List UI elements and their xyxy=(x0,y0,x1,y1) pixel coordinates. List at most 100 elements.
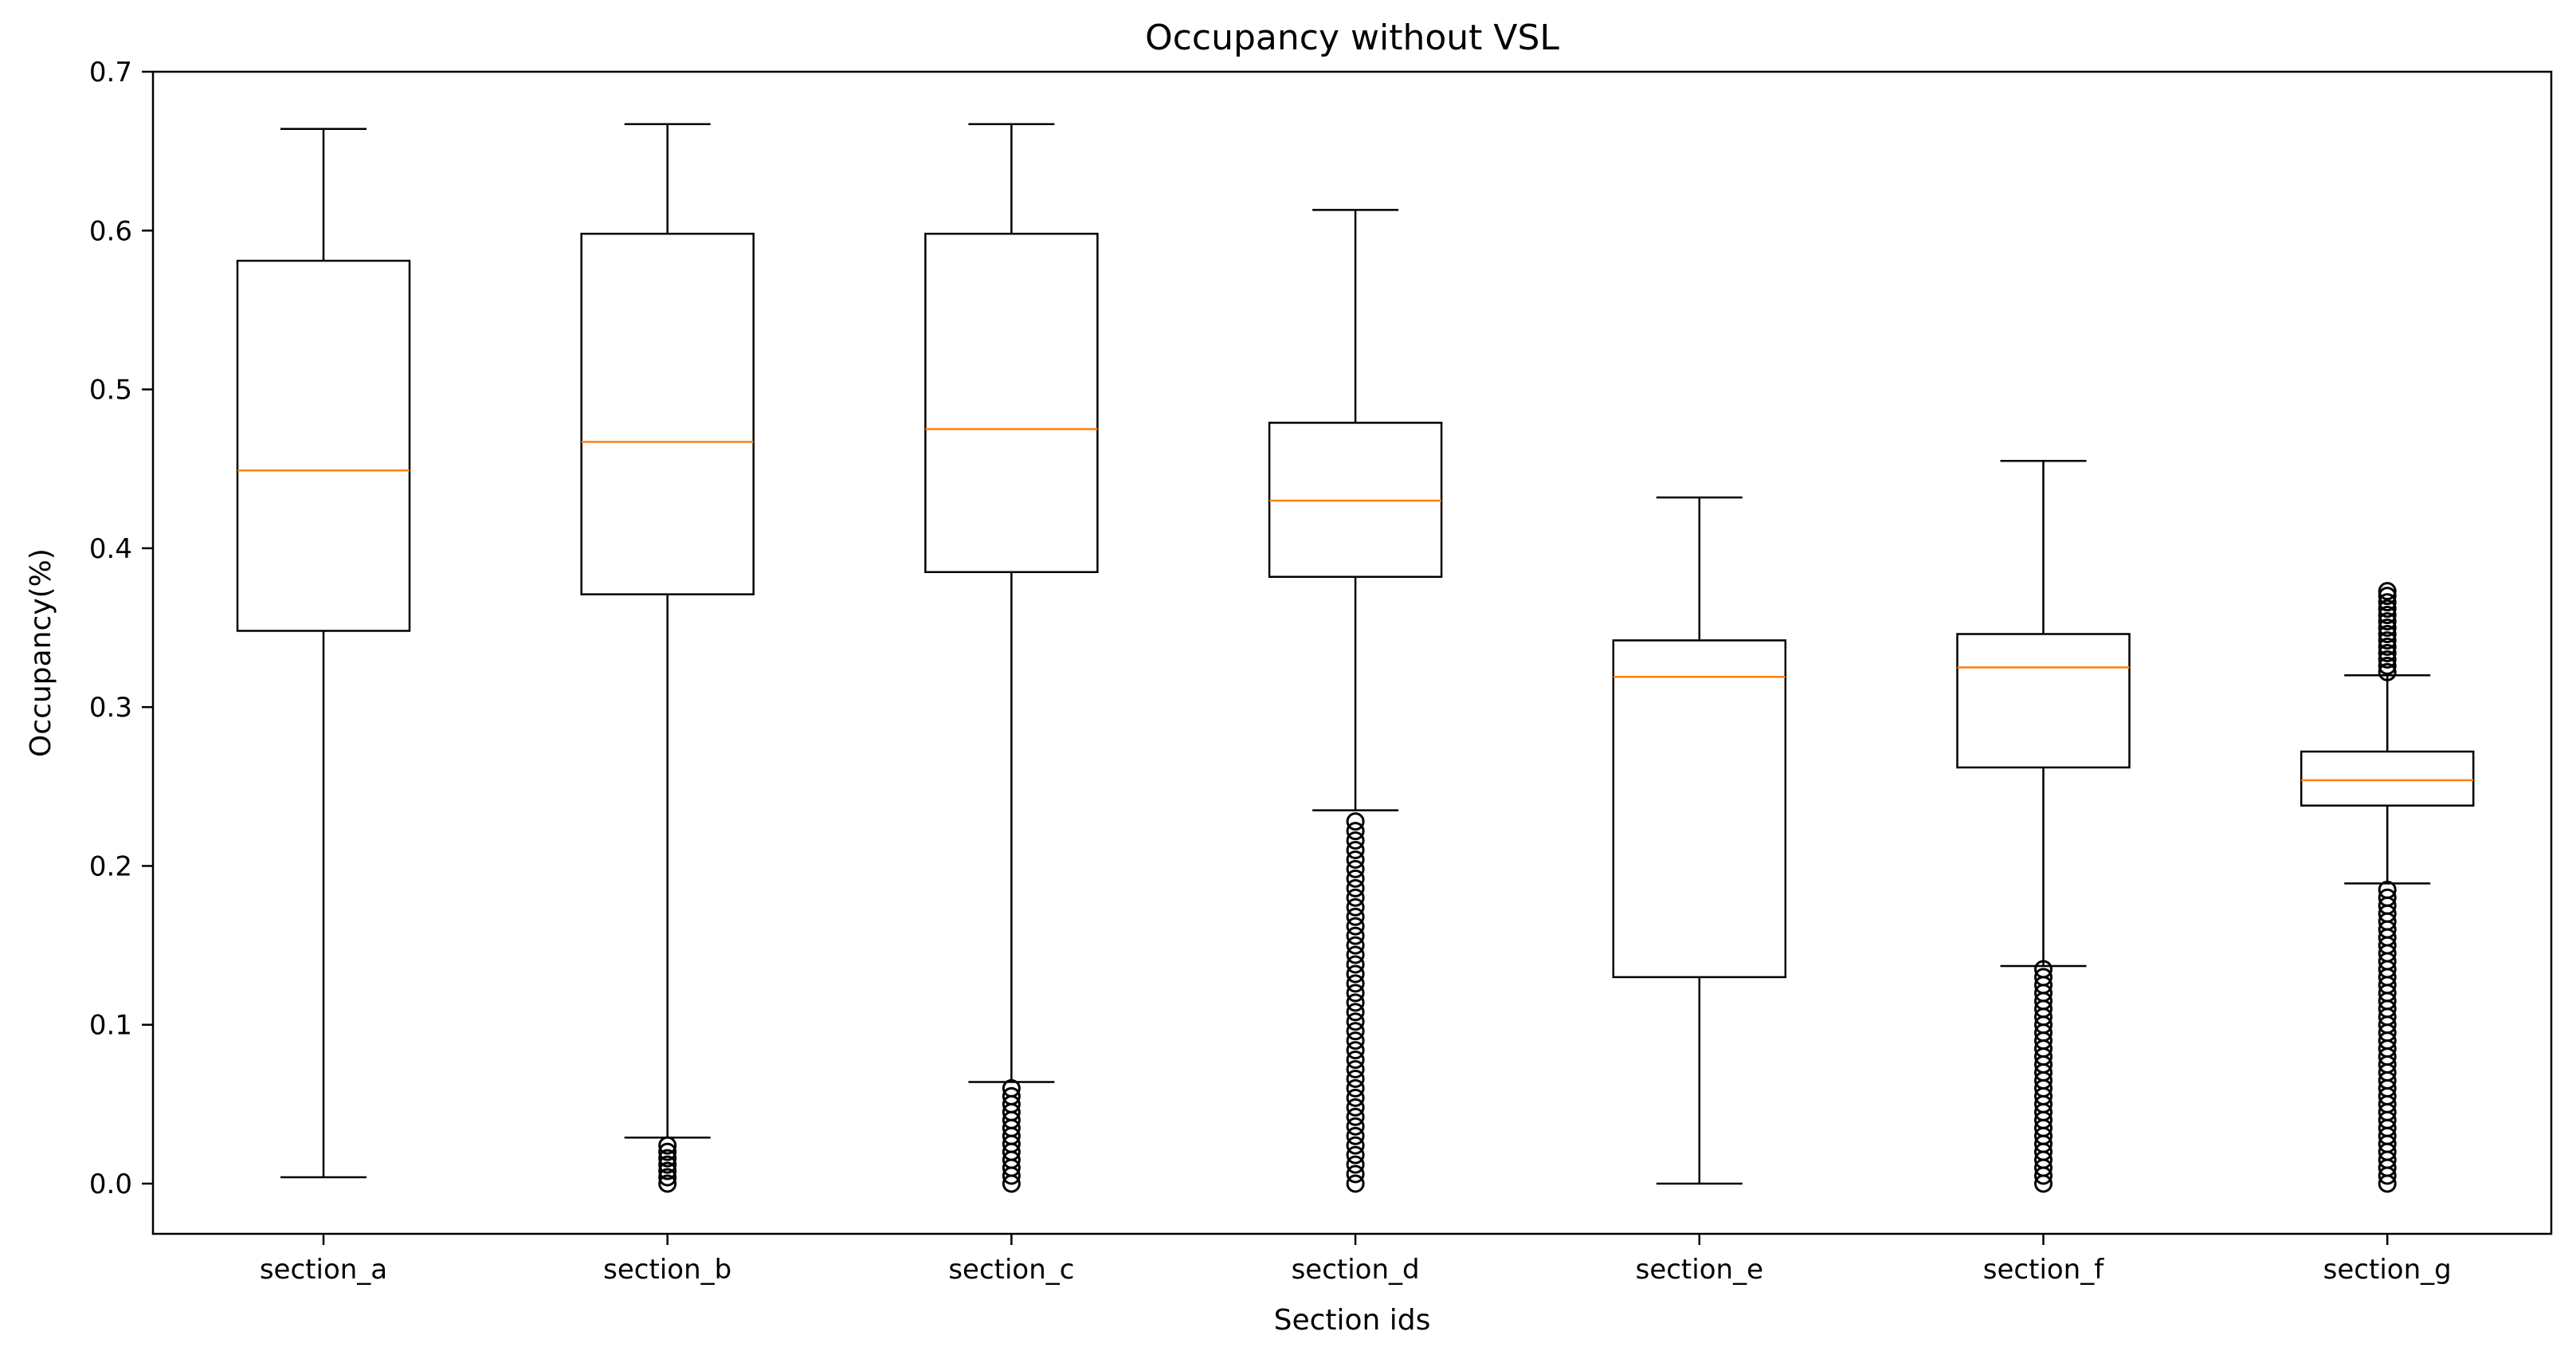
x-tick-label: section_d xyxy=(1292,1254,1420,1286)
y-axis-label: Occupancy(%) xyxy=(25,548,57,757)
outlier-point xyxy=(2378,880,2397,899)
box-group-section_d xyxy=(1268,209,1443,1193)
outlier-point xyxy=(2378,637,2397,656)
outlier-point xyxy=(1346,1069,1365,1088)
outlier-point xyxy=(2378,619,2397,637)
iqr-box xyxy=(924,233,1099,573)
outlier-point xyxy=(658,1161,677,1180)
box-group-section_b xyxy=(580,123,755,1193)
outlier-point xyxy=(1002,1078,1021,1098)
x-axis: section_a section_b section_c section_d sect… xyxy=(260,1234,2452,1286)
outlier-point xyxy=(2378,606,2397,625)
outlier-point xyxy=(1346,984,1365,1003)
box-group-section_f xyxy=(1956,460,2131,1193)
plot-area xyxy=(236,123,2475,1193)
outlier-point xyxy=(1346,907,1365,926)
outlier-point xyxy=(1346,1022,1365,1041)
outlier-point xyxy=(1346,831,1365,850)
outlier-point xyxy=(2378,624,2397,643)
y-tick-label: 0.4 xyxy=(89,533,132,565)
outlier-point xyxy=(658,1149,677,1168)
outlier-point xyxy=(1346,1126,1365,1145)
outlier-point xyxy=(1346,1098,1365,1117)
outlier-point xyxy=(1346,1174,1365,1193)
outlier-point xyxy=(1346,1031,1365,1051)
outlier-point xyxy=(1346,1012,1365,1031)
outlier-point xyxy=(1346,1078,1365,1098)
outlier-point xyxy=(1346,859,1365,878)
outlier-point xyxy=(1346,897,1365,917)
y-tick-label: 0.7 xyxy=(89,57,132,88)
outlier-point xyxy=(2034,960,2053,979)
outlier-point xyxy=(1346,1136,1365,1155)
outlier-point xyxy=(1346,1003,1365,1022)
outlier-point xyxy=(1346,917,1365,936)
box-group-section_g xyxy=(2300,582,2475,1193)
x-tick-label: section_b xyxy=(603,1254,731,1286)
outlier-point xyxy=(2034,968,2053,987)
outlier-point xyxy=(2378,587,2397,606)
outlier-point xyxy=(1346,1060,1365,1079)
outlier-point xyxy=(658,1136,677,1155)
outlier-point xyxy=(1346,936,1365,955)
outlier-point xyxy=(1346,841,1365,859)
iqr-box xyxy=(236,259,411,632)
x-axis-label: Section ids xyxy=(1274,1304,1431,1337)
outlier-point xyxy=(1346,945,1365,964)
outlier-point xyxy=(658,1174,677,1193)
outlier-point xyxy=(2378,656,2397,675)
outlier-point xyxy=(1346,1117,1365,1136)
outlier-point xyxy=(2378,582,2397,601)
outlier-point xyxy=(2378,643,2397,662)
outlier-point xyxy=(1346,926,1365,945)
y-tick-label: 0.2 xyxy=(89,850,132,882)
x-tick-label: section_g xyxy=(2323,1254,2452,1286)
outlier-point xyxy=(1346,1145,1365,1164)
outlier-point xyxy=(1002,1086,1021,1106)
chart-title: Occupancy without VSL xyxy=(1145,18,1559,58)
box-group-section_c xyxy=(924,123,1099,1193)
iqr-box xyxy=(2300,750,2475,807)
outlier-point xyxy=(2378,650,2397,669)
outlier-point xyxy=(2378,593,2397,612)
outlier-point xyxy=(1346,822,1365,841)
outlier-point xyxy=(1346,993,1365,1012)
outlier-point xyxy=(1346,850,1365,869)
x-tick-label: section_a xyxy=(260,1254,387,1286)
outlier-point xyxy=(2378,888,2397,907)
y-tick-label: 0.6 xyxy=(89,215,132,247)
box-group-section_a xyxy=(236,128,411,1179)
y-axis: 0.0 0.1 0.2 0.3 0.4 0.5 0.6 0.7 xyxy=(89,57,153,1200)
outlier-point xyxy=(2378,662,2397,681)
outlier-point xyxy=(2378,612,2397,631)
y-tick-label: 0.5 xyxy=(89,375,132,406)
y-tick-label: 0.0 xyxy=(89,1168,132,1200)
outlier-point xyxy=(1346,878,1365,897)
y-tick-label: 0.3 xyxy=(89,692,132,724)
iqr-box xyxy=(1956,633,2131,769)
iqr-box xyxy=(580,233,755,595)
y-tick-label: 0.1 xyxy=(89,1010,132,1042)
box-group-section_e xyxy=(1612,496,1787,1185)
outlier-point xyxy=(658,1168,677,1187)
outlier-point xyxy=(658,1142,677,1161)
iqr-box xyxy=(1612,639,1787,979)
outlier-point xyxy=(1346,955,1365,974)
x-tick-label: section_e xyxy=(1636,1254,1763,1286)
outlier-point xyxy=(1346,1107,1365,1126)
outlier-point xyxy=(1346,1164,1365,1184)
outlier-point xyxy=(2378,599,2397,619)
outlier-point xyxy=(1346,869,1365,888)
axes-frame xyxy=(151,70,2553,1235)
outlier-point xyxy=(1346,888,1365,907)
outlier-point xyxy=(2378,630,2397,650)
outlier-point xyxy=(1346,1088,1365,1107)
outlier-point xyxy=(1346,1155,1365,1174)
outlier-point xyxy=(1346,1041,1365,1060)
outlier-point xyxy=(1346,964,1365,984)
outlier-point xyxy=(1346,1051,1365,1070)
outlier-point xyxy=(1346,974,1365,993)
outlier-point xyxy=(658,1155,677,1174)
